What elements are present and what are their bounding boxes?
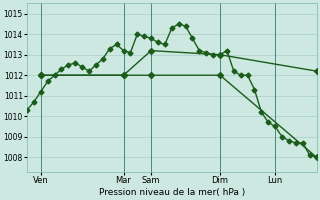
X-axis label: Pression niveau de la mer( hPa ): Pression niveau de la mer( hPa )	[99, 188, 245, 197]
